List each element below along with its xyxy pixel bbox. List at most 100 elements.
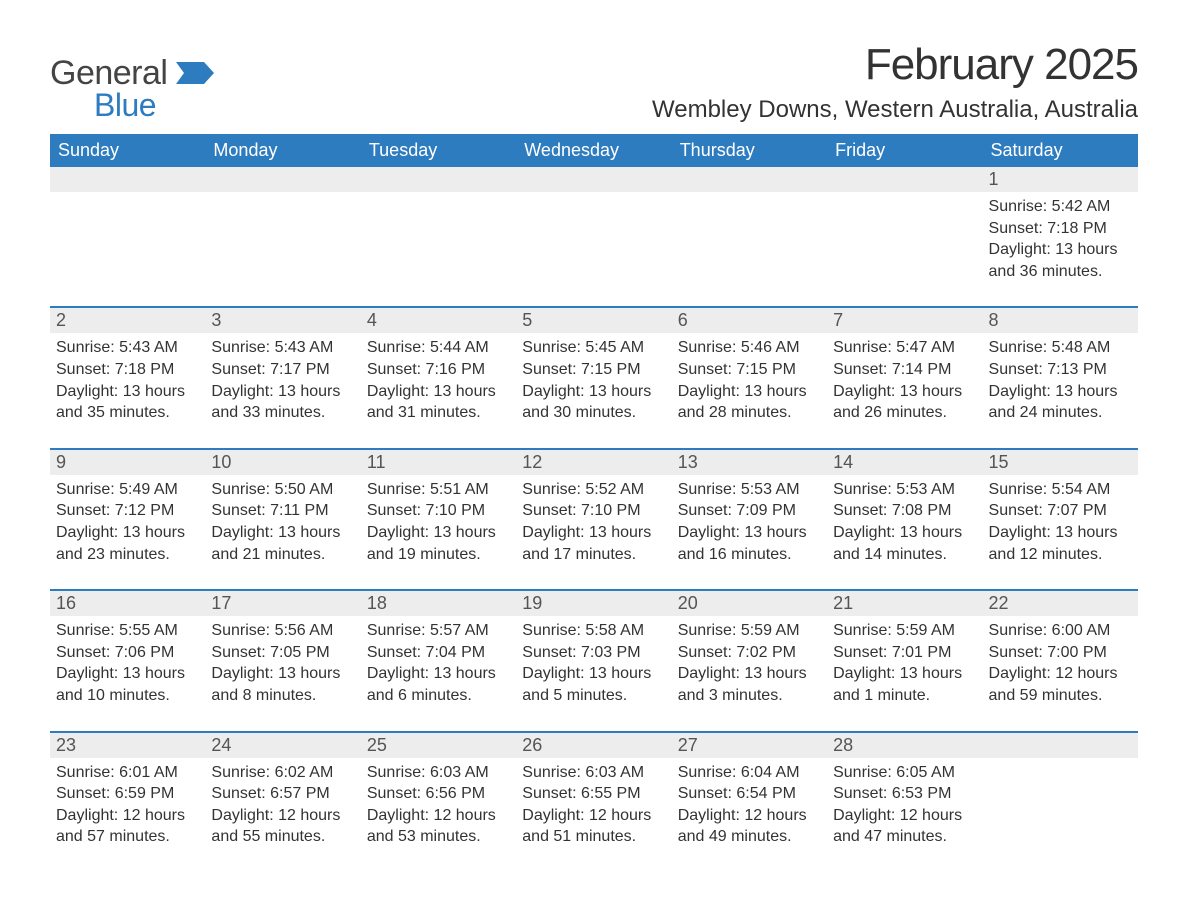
day-info-line: Sunrise: 6:00 AM bbox=[989, 620, 1132, 642]
day-info-line: Sunrise: 5:43 AM bbox=[56, 337, 199, 359]
day-info-line: Daylight: 12 hours and 49 minutes. bbox=[678, 805, 821, 848]
day-number: 22 bbox=[983, 591, 1138, 616]
day-body-row: Sunrise: 5:42 AMSunset: 7:18 PMDaylight:… bbox=[50, 192, 1138, 306]
day-cell bbox=[827, 192, 982, 306]
dayhead-wednesday: Wednesday bbox=[516, 134, 671, 167]
day-number bbox=[50, 167, 205, 192]
day-info-line: Daylight: 13 hours and 35 minutes. bbox=[56, 381, 199, 424]
day-cell: Sunrise: 5:56 AMSunset: 7:05 PMDaylight:… bbox=[205, 616, 360, 730]
day-info-line: Sunset: 7:02 PM bbox=[678, 642, 821, 664]
dayhead-saturday: Saturday bbox=[983, 134, 1138, 167]
day-cell: Sunrise: 6:00 AMSunset: 7:00 PMDaylight:… bbox=[983, 616, 1138, 730]
day-cell: Sunrise: 5:45 AMSunset: 7:15 PMDaylight:… bbox=[516, 333, 671, 447]
day-number bbox=[361, 167, 516, 192]
day-body-row: Sunrise: 6:01 AMSunset: 6:59 PMDaylight:… bbox=[50, 758, 1138, 872]
day-info-line: Sunset: 7:11 PM bbox=[211, 500, 354, 522]
day-number: 13 bbox=[672, 450, 827, 475]
day-info-line: Sunset: 7:09 PM bbox=[678, 500, 821, 522]
day-number: 5 bbox=[516, 308, 671, 333]
day-info-line: Daylight: 13 hours and 14 minutes. bbox=[833, 522, 976, 565]
day-info-line: Sunrise: 6:02 AM bbox=[211, 762, 354, 784]
day-number: 8 bbox=[983, 308, 1138, 333]
day-info-line: Sunset: 7:18 PM bbox=[56, 359, 199, 381]
day-info-line: Daylight: 13 hours and 31 minutes. bbox=[367, 381, 510, 424]
day-info-line: Sunrise: 5:52 AM bbox=[522, 479, 665, 501]
day-cell: Sunrise: 5:58 AMSunset: 7:03 PMDaylight:… bbox=[516, 616, 671, 730]
day-cell: Sunrise: 5:53 AMSunset: 7:08 PMDaylight:… bbox=[827, 475, 982, 589]
day-info-line: Sunrise: 5:42 AM bbox=[989, 196, 1132, 218]
day-cell: Sunrise: 5:43 AMSunset: 7:18 PMDaylight:… bbox=[50, 333, 205, 447]
day-info-line: Daylight: 13 hours and 6 minutes. bbox=[367, 663, 510, 706]
day-info-line: Daylight: 12 hours and 51 minutes. bbox=[522, 805, 665, 848]
day-info-line: Sunset: 6:56 PM bbox=[367, 783, 510, 805]
day-cell: Sunrise: 5:46 AMSunset: 7:15 PMDaylight:… bbox=[672, 333, 827, 447]
dayhead-friday: Friday bbox=[827, 134, 982, 167]
day-number bbox=[827, 167, 982, 192]
day-cell: Sunrise: 5:47 AMSunset: 7:14 PMDaylight:… bbox=[827, 333, 982, 447]
daynum-row: 2345678 bbox=[50, 308, 1138, 333]
day-info-line: Sunrise: 6:03 AM bbox=[367, 762, 510, 784]
day-info-line: Sunrise: 5:53 AM bbox=[678, 479, 821, 501]
day-number: 11 bbox=[361, 450, 516, 475]
day-cell: Sunrise: 5:42 AMSunset: 7:18 PMDaylight:… bbox=[983, 192, 1138, 306]
day-info-line: Sunrise: 5:50 AM bbox=[211, 479, 354, 501]
day-number bbox=[672, 167, 827, 192]
day-cell bbox=[50, 192, 205, 306]
page: General Blue February 2025 Wembley Downs… bbox=[0, 0, 1188, 912]
day-number: 28 bbox=[827, 733, 982, 758]
header: General Blue February 2025 Wembley Downs… bbox=[50, 40, 1138, 134]
dayhead-tuesday: Tuesday bbox=[361, 134, 516, 167]
day-cell: Sunrise: 5:51 AMSunset: 7:10 PMDaylight:… bbox=[361, 475, 516, 589]
day-number: 26 bbox=[516, 733, 671, 758]
day-number: 16 bbox=[50, 591, 205, 616]
day-info-line: Sunset: 7:17 PM bbox=[211, 359, 354, 381]
day-info-line: Sunrise: 6:03 AM bbox=[522, 762, 665, 784]
day-info-line: Daylight: 13 hours and 36 minutes. bbox=[989, 239, 1132, 282]
day-cell bbox=[361, 192, 516, 306]
day-info-line: Daylight: 13 hours and 12 minutes. bbox=[989, 522, 1132, 565]
day-info-line: Daylight: 12 hours and 57 minutes. bbox=[56, 805, 199, 848]
day-cell: Sunrise: 5:59 AMSunset: 7:01 PMDaylight:… bbox=[827, 616, 982, 730]
day-info-line: Sunset: 7:14 PM bbox=[833, 359, 976, 381]
day-cell: Sunrise: 6:05 AMSunset: 6:53 PMDaylight:… bbox=[827, 758, 982, 872]
day-info-line: Daylight: 13 hours and 16 minutes. bbox=[678, 522, 821, 565]
daynum-row: 1 bbox=[50, 167, 1138, 192]
dayhead-monday: Monday bbox=[205, 134, 360, 167]
day-number: 15 bbox=[983, 450, 1138, 475]
day-info-line: Sunrise: 5:56 AM bbox=[211, 620, 354, 642]
day-number: 19 bbox=[516, 591, 671, 616]
day-info-line: Daylight: 13 hours and 33 minutes. bbox=[211, 381, 354, 424]
day-info-line: Daylight: 13 hours and 3 minutes. bbox=[678, 663, 821, 706]
day-cell: Sunrise: 5:49 AMSunset: 7:12 PMDaylight:… bbox=[50, 475, 205, 589]
day-info-line: Sunrise: 5:57 AM bbox=[367, 620, 510, 642]
dayhead-thursday: Thursday bbox=[672, 134, 827, 167]
day-number bbox=[516, 167, 671, 192]
dayhead-sunday: Sunday bbox=[50, 134, 205, 167]
day-cell: Sunrise: 5:48 AMSunset: 7:13 PMDaylight:… bbox=[983, 333, 1138, 447]
day-number: 14 bbox=[827, 450, 982, 475]
day-info-line: Sunset: 7:04 PM bbox=[367, 642, 510, 664]
day-info-line: Sunrise: 6:04 AM bbox=[678, 762, 821, 784]
daynum-row: 16171819202122 bbox=[50, 591, 1138, 616]
day-info-line: Daylight: 13 hours and 17 minutes. bbox=[522, 522, 665, 565]
day-number: 27 bbox=[672, 733, 827, 758]
day-info-line: Sunset: 7:10 PM bbox=[367, 500, 510, 522]
day-cell bbox=[983, 758, 1138, 872]
day-body-row: Sunrise: 5:49 AMSunset: 7:12 PMDaylight:… bbox=[50, 475, 1138, 589]
day-cell: Sunrise: 6:02 AMSunset: 6:57 PMDaylight:… bbox=[205, 758, 360, 872]
day-info-line: Daylight: 12 hours and 53 minutes. bbox=[367, 805, 510, 848]
day-info-line: Daylight: 13 hours and 23 minutes. bbox=[56, 522, 199, 565]
brand-text: General Blue bbox=[50, 54, 214, 124]
day-info-line: Sunrise: 5:58 AM bbox=[522, 620, 665, 642]
day-number: 23 bbox=[50, 733, 205, 758]
day-cell bbox=[516, 192, 671, 306]
day-info-line: Sunrise: 5:59 AM bbox=[833, 620, 976, 642]
day-info-line: Sunrise: 5:45 AM bbox=[522, 337, 665, 359]
title-block: February 2025 Wembley Downs, Western Aus… bbox=[652, 40, 1138, 134]
day-info-line: Sunset: 7:00 PM bbox=[989, 642, 1132, 664]
day-cell: Sunrise: 6:03 AMSunset: 6:56 PMDaylight:… bbox=[361, 758, 516, 872]
day-number: 3 bbox=[205, 308, 360, 333]
day-cell: Sunrise: 5:55 AMSunset: 7:06 PMDaylight:… bbox=[50, 616, 205, 730]
day-info-line: Sunrise: 5:44 AM bbox=[367, 337, 510, 359]
day-number: 17 bbox=[205, 591, 360, 616]
